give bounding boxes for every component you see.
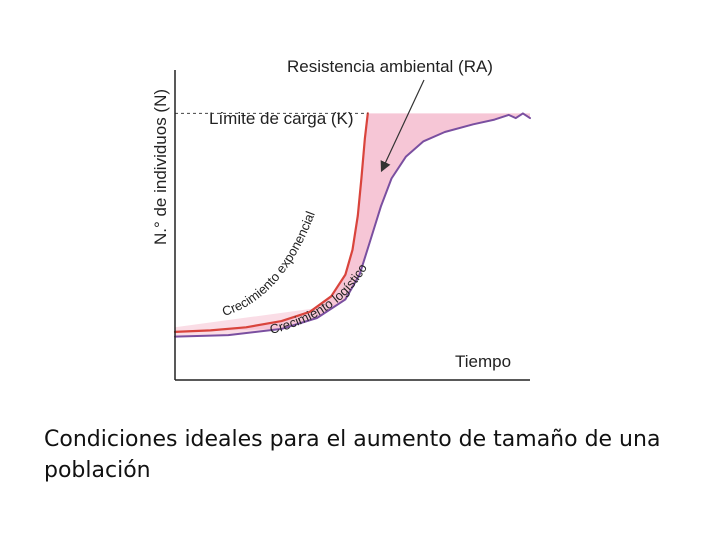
y-axis-label: N.° de individuos (N) bbox=[151, 89, 170, 245]
population-growth-chart: Tiempo N.° de individuos (N) Límite de car… bbox=[151, 57, 531, 381]
x-axis-label: Tiempo bbox=[455, 352, 511, 371]
growth-band bbox=[175, 305, 335, 337]
logistic-growth-line bbox=[174, 112, 531, 338]
environmental-resistance-arrow bbox=[380, 79, 425, 173]
exponential-growth-line bbox=[173, 112, 369, 333]
figure-caption: Condiciones ideales para el aumento de t… bbox=[44, 427, 661, 483]
chart: Tiempo N.° de individuos (N) Límite de car… bbox=[151, 57, 531, 381]
exponential-growth-label-text: Crecimiento exponencial bbox=[220, 209, 318, 319]
environmental-resistance-region bbox=[175, 113, 530, 332]
exponential-growth-label: Crecimiento exponencial bbox=[220, 209, 318, 319]
environmental-resistance-label: Resistencia ambiental (RA) bbox=[287, 57, 493, 76]
carrying-capacity-label: Límite de carga (K) bbox=[209, 109, 354, 128]
